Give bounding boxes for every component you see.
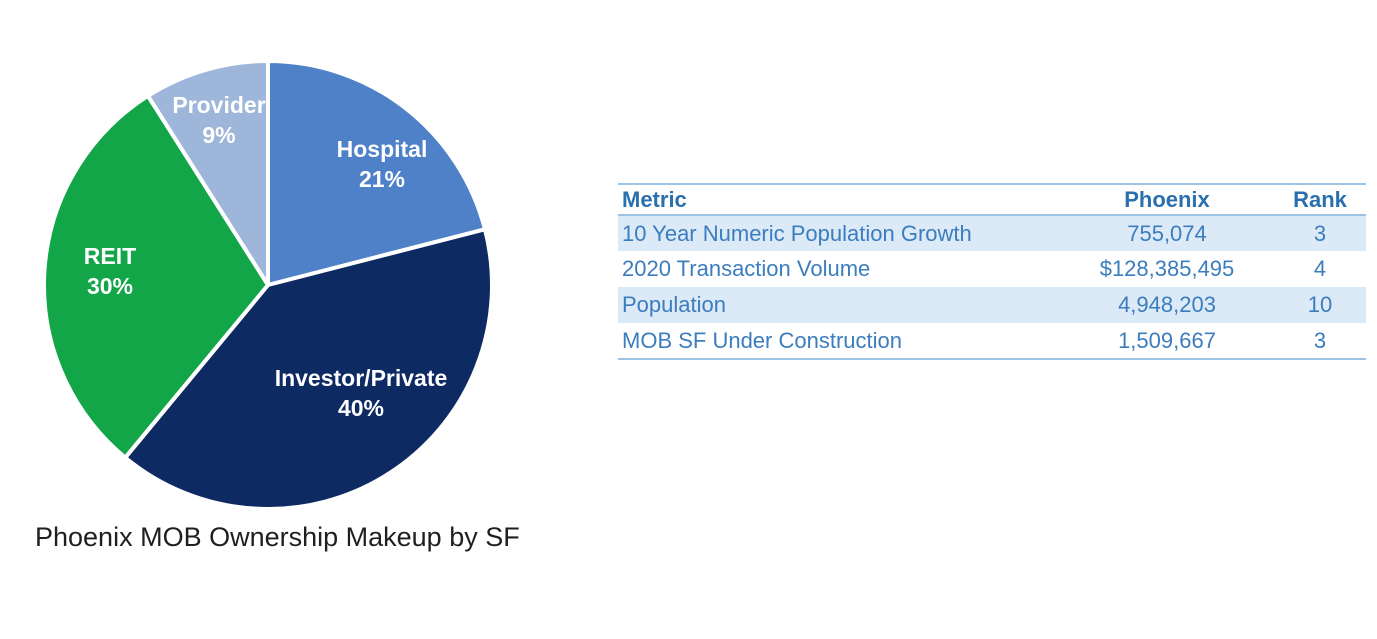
metric-cell: 10 Year Numeric Population Growth xyxy=(622,220,972,246)
pie-chart: Hospital 21% Investor/Private 40% REIT 30% Pro… xyxy=(42,59,494,511)
rank-cell: 3 xyxy=(1274,323,1366,360)
pie-slice-investor-private xyxy=(123,227,494,511)
pie-chart-title: Phoenix MOB Ownership Makeup by SF xyxy=(35,522,520,552)
pie-slice-label-hospital: Hospital 21% xyxy=(337,136,428,192)
table-row: 2020 Transaction Volume $128,385,495 4 xyxy=(618,251,1366,287)
column-header-rank: Rank xyxy=(1274,183,1366,216)
table-row: 10 Year Numeric Population Growth 755,07… xyxy=(618,215,1366,251)
rank-cell: 4 xyxy=(1313,256,1327,281)
table-header-row: Metric Phoenix Rank xyxy=(618,183,1366,216)
rank-cell: 3 xyxy=(1313,220,1327,246)
rank-cell: 10 xyxy=(1307,292,1333,317)
pie-slice-label-provider: Provider 9% xyxy=(172,92,265,148)
pie-slice-label-reit: REIT 30% xyxy=(84,243,136,299)
pie-slice-hospital xyxy=(266,59,487,287)
pie-slice-label-investor-private: Investor/Private 40% xyxy=(275,365,448,421)
metric-cell: MOB SF Under Construction xyxy=(618,323,1060,360)
phoenix-value-cell: 4,948,203 xyxy=(1118,292,1216,317)
metric-cell: Population xyxy=(622,292,726,317)
phoenix-value-cell: 755,074 xyxy=(1127,220,1207,246)
metric-cell: 2020 Transaction Volume xyxy=(622,256,871,281)
pie-chart-container: Hospital 21% Investor/Private 40% REIT 30% Pro… xyxy=(0,0,560,600)
table-row: MOB SF Under Construction 1,509,667 3 xyxy=(618,323,1366,360)
pie-slice-provider xyxy=(145,59,270,287)
column-header-metric: Metric xyxy=(618,183,1060,216)
pie-slice-reit xyxy=(42,93,270,460)
phoenix-value-cell: $128,385,495 xyxy=(1099,256,1235,281)
column-header-phoenix: Phoenix xyxy=(1060,183,1274,216)
phoenix-value-cell: 1,509,667 xyxy=(1060,323,1274,360)
table-row: Population 4,948,203 10 xyxy=(618,287,1366,323)
metrics-table: Metric Phoenix Rank 10 Year Numeric Popu… xyxy=(618,183,1366,360)
